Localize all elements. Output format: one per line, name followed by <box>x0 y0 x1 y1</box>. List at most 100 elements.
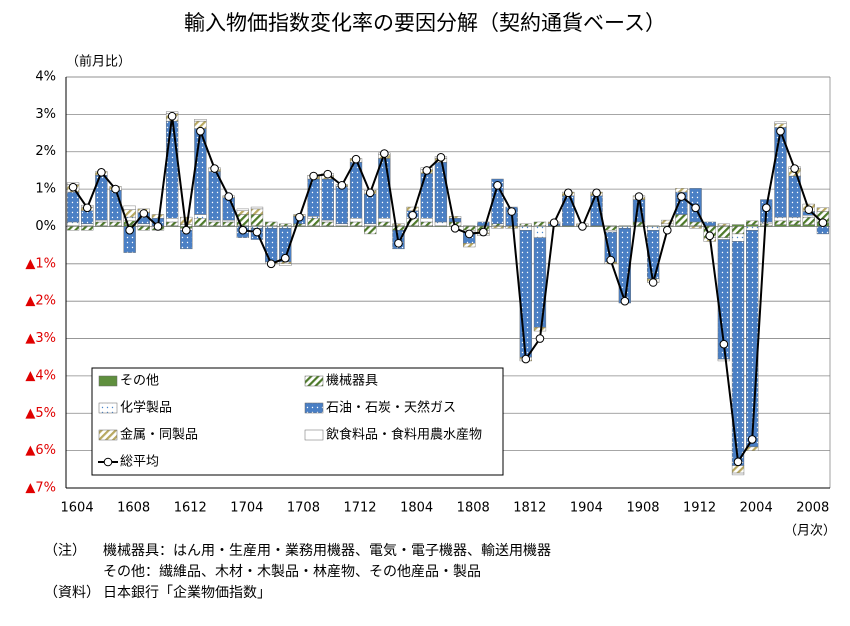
bar-segment <box>194 214 207 219</box>
bar-segment <box>321 178 334 221</box>
line-marker <box>762 203 771 213</box>
bar-segment <box>165 120 179 219</box>
x-tick-label: 1712 <box>343 501 376 516</box>
line-marker <box>479 227 488 237</box>
bar-segment <box>81 210 94 225</box>
line-marker <box>153 222 163 231</box>
bar-segment <box>95 219 108 223</box>
line-marker <box>733 457 743 467</box>
line-marker <box>380 149 389 158</box>
bar-segment <box>378 221 391 226</box>
bar-segment <box>349 218 363 223</box>
x-tick-label: 1808 <box>457 501 490 516</box>
bar-segment <box>335 223 349 226</box>
bar-segment <box>774 216 787 222</box>
bar-segment <box>731 226 745 235</box>
line-marker <box>82 203 92 213</box>
legend-swatch <box>98 402 118 414</box>
bar-segment <box>109 219 122 223</box>
line-marker <box>592 188 601 198</box>
line-marker <box>606 255 616 265</box>
x-tick-label: 1604 <box>61 501 94 516</box>
x-tick-label: 1904 <box>570 501 603 516</box>
legend-swatch <box>304 375 324 387</box>
line-marker <box>295 212 304 222</box>
x-tick-label: 2008 <box>796 501 829 516</box>
x-tick-label: 1704 <box>230 501 263 516</box>
y-tick-label: ▲7% <box>25 481 56 496</box>
y-tick-label: ▲5% <box>25 406 56 421</box>
line-marker <box>648 278 658 287</box>
line-marker <box>394 238 403 248</box>
notes-label: （注） <box>44 543 86 559</box>
bar-segment <box>604 229 617 233</box>
bar-segment <box>420 221 433 226</box>
x-axis-label: （月次） <box>784 523 836 539</box>
bar-segment <box>788 216 801 222</box>
y-tick-label: ▲4% <box>25 368 56 383</box>
bar-segment <box>533 221 547 226</box>
line-marker <box>68 182 78 192</box>
line-marker <box>351 154 361 164</box>
line-marker <box>662 225 672 235</box>
bar-segment <box>165 221 179 226</box>
y-tick-label: ▲2% <box>25 294 56 309</box>
bar-segment <box>137 223 150 226</box>
bar-segment <box>194 218 207 226</box>
x-tick-label: 1708 <box>287 501 320 516</box>
bar-segment <box>208 221 221 226</box>
bar-segment <box>279 263 292 266</box>
bar-segment <box>123 205 136 210</box>
bar-segment <box>321 219 334 223</box>
x-tick-label: 1612 <box>174 501 207 516</box>
bar-segment <box>703 221 716 226</box>
line-marker <box>521 354 531 364</box>
line-marker <box>691 203 700 213</box>
bar-segment <box>505 226 518 229</box>
bar-segment <box>109 190 122 221</box>
bar-segment <box>81 226 94 231</box>
line-marker <box>111 184 120 194</box>
bar-segment <box>491 226 504 229</box>
bar-segment <box>194 119 207 122</box>
bar-segment <box>392 226 405 231</box>
bar-segment <box>717 237 731 240</box>
y-tick-label: 3% <box>35 107 56 122</box>
line-marker <box>450 224 460 233</box>
line-marker <box>719 339 729 349</box>
legend-label: その他 <box>120 374 159 389</box>
bar-segment <box>731 472 745 476</box>
bar-segment <box>802 224 815 227</box>
line-marker <box>804 205 814 214</box>
bar-segment <box>279 223 292 226</box>
bar-segment <box>816 226 830 235</box>
y-tick-label: ▲1% <box>25 256 56 271</box>
bar-segment <box>434 161 448 223</box>
legend-swatch <box>304 402 324 414</box>
bar-segment <box>661 223 674 226</box>
bar-segment <box>109 221 122 226</box>
bar-segment <box>66 221 80 226</box>
line-marker <box>309 171 318 181</box>
bar-segment <box>250 214 264 226</box>
bar-segment <box>307 216 320 219</box>
x-tick-label: 1804 <box>400 501 433 516</box>
x-tick-label: 2004 <box>740 501 773 516</box>
line-marker <box>677 192 686 201</box>
line-marker <box>238 225 248 235</box>
bar-segment <box>208 219 221 223</box>
y-tick-label: 0% <box>35 219 56 234</box>
line-marker <box>280 253 290 263</box>
legend-swatch <box>98 429 118 441</box>
bar-segment <box>236 210 249 215</box>
line-marker <box>323 169 333 179</box>
bar-segment <box>420 218 433 223</box>
bar-segment <box>689 226 702 229</box>
y-axis-label: （前月比） <box>66 54 131 70</box>
line-marker <box>705 231 715 241</box>
bar-segment <box>293 223 306 226</box>
line-marker <box>620 296 630 306</box>
line-marker <box>365 188 375 198</box>
bar-segment <box>788 220 801 225</box>
bar-segment <box>746 224 759 227</box>
